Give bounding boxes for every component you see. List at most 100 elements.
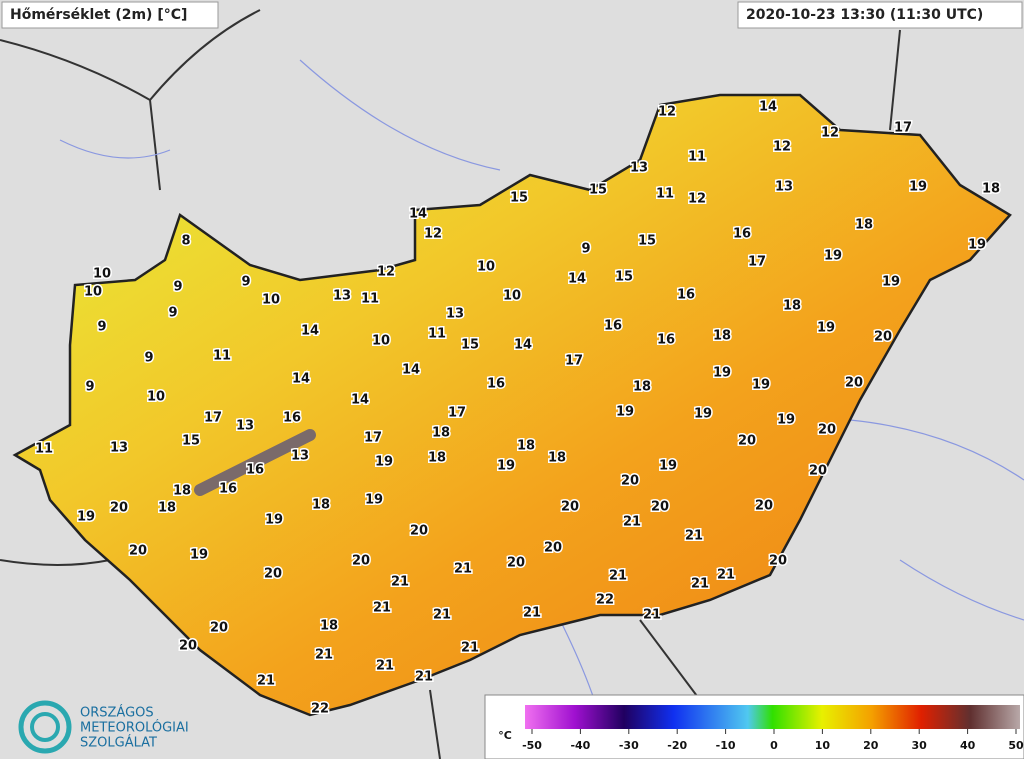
station-value: 19 [824,249,842,264]
station-value: 16 [219,482,237,497]
station-value: 21 [391,575,409,590]
station-value: 20 [410,524,428,539]
station-value: 18 [517,439,535,454]
station-value: 21 [415,670,433,685]
station-value: 19 [968,238,986,253]
station-value: 20 [129,544,147,559]
station-value: 9 [85,380,94,395]
station-value: 12 [688,192,706,207]
station-value: 12 [773,140,791,155]
station-value: 9 [97,320,106,335]
hungary-area [12,93,1012,717]
station-value: 18 [633,380,651,395]
station-value: 20 [110,501,128,516]
station-value: 20 [818,423,836,438]
logo-text: METEOROLÓGIAI [80,720,189,736]
station-value: 11 [35,442,53,457]
station-value: 18 [158,501,176,516]
legend-tick-label: 30 [912,739,928,752]
station-value: 19 [713,366,731,381]
station-value: 21 [454,562,472,577]
station-value: 18 [312,498,330,513]
station-value: 20 [755,499,773,514]
station-value: 21 [461,641,479,656]
station-value: 15 [510,191,528,206]
station-value: 19 [882,275,900,290]
station-value: 20 [264,567,282,582]
lake-balaton [194,429,316,496]
station-value: 13 [291,449,309,464]
station-value: 18 [982,182,1000,197]
station-value: 9 [173,280,182,295]
station-value: 20 [845,376,863,391]
station-value: 9 [581,242,590,257]
station-value: 14 [301,324,319,339]
legend-tick-label: -30 [619,739,639,752]
station-value: 14 [402,363,420,378]
station-value: 19 [616,405,634,420]
station-value: 20 [352,554,370,569]
legend-tick-label: 20 [863,739,879,752]
station-value: 13 [236,419,254,434]
station-value: 16 [677,288,695,303]
station-value: 15 [182,434,200,449]
rivers [59,59,1024,759]
station-value: 18 [713,329,731,344]
station-value: 16 [657,333,675,348]
station-value: 15 [461,338,479,353]
title: Hőmérséklet (2m) [°C] [10,7,187,23]
station-value: 10 [84,285,102,300]
station-value: 10 [503,289,521,304]
station-value: 13 [630,161,648,176]
logo-icon [18,700,72,754]
station-value: 17 [894,121,912,136]
station-value: 14 [351,393,369,408]
logo-icon [30,712,60,742]
station-value: 14 [409,207,427,222]
station-value: 19 [497,459,515,474]
station-value: 21 [691,577,709,592]
station-value: 19 [909,180,927,195]
timestamp: 2020-10-23 13:30 (11:30 UTC) [746,7,983,23]
legend-tick-label: -40 [570,739,590,752]
station-value: 13 [333,289,351,304]
station-value: 17 [565,354,583,369]
station-value: 9 [144,351,153,366]
station-value: 17 [364,431,382,446]
station-value: 19 [752,378,770,393]
legend-tick-label: -20 [667,739,687,752]
station-value: 19 [365,493,383,508]
station-value: 19 [190,548,208,563]
station-value: 18 [548,451,566,466]
station-value: 21 [643,608,661,623]
station-value: 11 [428,327,446,342]
legend-unit: °C [498,729,512,742]
station-value: 10 [147,390,165,405]
station-value: 10 [477,260,495,275]
station-value: 21 [523,606,541,621]
station-value: 20 [179,639,197,654]
station-value: 20 [210,621,228,636]
title-box [1,1,219,29]
timestamp-box [737,1,1023,29]
legend-tick-label: -50 [522,739,542,752]
station-value: 16 [283,411,301,426]
borders [0,9,901,759]
station-value: 20 [769,554,787,569]
station-value: 20 [507,556,525,571]
station-value: 12 [424,227,442,242]
station-value: 19 [659,459,677,474]
station-value: 21 [315,648,333,663]
station-value: 17 [204,411,222,426]
station-value: 21 [717,568,735,583]
station-value: 20 [874,330,892,345]
legend-tick-label: 10 [815,739,831,752]
station-value: 21 [376,659,394,674]
station-value: 18 [432,426,450,441]
station-value: 9 [241,275,250,290]
station-value: 13 [775,180,793,195]
legend-tick-label: -10 [716,739,736,752]
station-value: 13 [110,441,128,456]
